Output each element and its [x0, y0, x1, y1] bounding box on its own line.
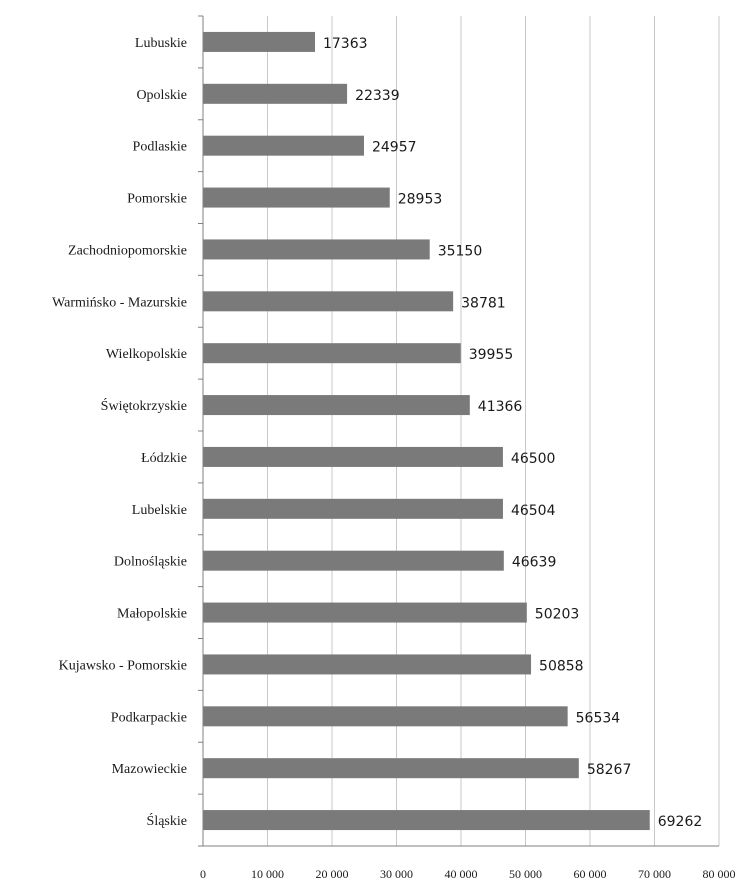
- category-label: Łódzkie: [141, 451, 187, 466]
- bar-7: [203, 395, 470, 416]
- value-label: 38781: [461, 295, 506, 311]
- bar-6: [203, 343, 461, 364]
- x-tick-label: 20 000: [316, 867, 349, 881]
- value-label: 50203: [535, 607, 580, 623]
- bar-4: [203, 239, 430, 260]
- category-labels: Lubuskie Opolskie Podlaskie Pomorskie Zachod…: [52, 36, 187, 829]
- category-label: Warmińsko - Mazurskie: [52, 295, 187, 310]
- value-label: 35150: [438, 243, 483, 259]
- value-label: 46504: [511, 503, 556, 519]
- value-label: 69262: [658, 814, 703, 830]
- bar-0: [203, 31, 315, 52]
- bar-15: [203, 810, 650, 831]
- value-label: 22339: [355, 88, 400, 104]
- x-tick-label: 0: [200, 867, 206, 881]
- category-label: Podkarpackie: [111, 710, 187, 725]
- bar-3: [203, 187, 390, 208]
- category-label: Pomorskie: [127, 192, 187, 207]
- bar-12: [203, 654, 532, 675]
- value-label: 41366: [478, 399, 523, 415]
- category-label: Kujawsko - Pomorskie: [59, 658, 187, 673]
- bars: [203, 31, 650, 831]
- value-label: 46500: [511, 451, 556, 467]
- category-label: Lubuskie: [135, 36, 187, 51]
- value-labels: 17363 22339 24957 28953 35150 38781 39955 41366…: [323, 36, 702, 830]
- bar-11: [203, 602, 527, 623]
- category-label: Świętokrzyskie: [101, 397, 187, 414]
- bar-5: [203, 291, 454, 312]
- value-label: 28953: [398, 192, 443, 208]
- x-tick-label: 30 000: [380, 867, 413, 881]
- bar-13: [203, 706, 568, 727]
- x-tick-label: 80 000: [703, 867, 736, 881]
- category-label: Wielkopolskie: [106, 347, 187, 362]
- bar-10: [203, 550, 504, 571]
- category-label: Mazowieckie: [112, 762, 187, 777]
- value-label: 17363: [323, 36, 368, 52]
- value-label: 50858: [539, 658, 584, 674]
- x-tick-label: 70 000: [638, 867, 671, 881]
- value-label: 39955: [469, 347, 514, 363]
- x-tick-label: 40 000: [445, 867, 478, 881]
- axes: [198, 15, 719, 847]
- bar-8: [203, 446, 503, 467]
- x-tick-label: 50 000: [509, 867, 542, 881]
- category-label: Śląskie: [147, 812, 187, 829]
- x-tick-labels: 0 10 000 20 000 30 000 40 000 50 000 60 000 70 …: [200, 867, 736, 881]
- x-tick-label: 10 000: [251, 867, 284, 881]
- bar-9: [203, 498, 503, 519]
- category-label: Dolnośląskie: [114, 555, 187, 570]
- bar-1: [203, 83, 348, 104]
- category-label: Opolskie: [136, 88, 187, 103]
- category-label: Małopolskie: [117, 607, 187, 622]
- x-tick-label: 60 000: [574, 867, 607, 881]
- bar-2: [203, 135, 364, 156]
- value-label: 24957: [372, 140, 417, 156]
- value-label: 58267: [587, 762, 632, 778]
- category-label: Podlaskie: [133, 140, 187, 155]
- bar-14: [203, 758, 579, 779]
- value-label: 56534: [576, 710, 621, 726]
- category-label: Zachodniopomorskie: [68, 243, 187, 258]
- category-label: Lubelskie: [132, 503, 187, 518]
- value-label: 46639: [512, 555, 557, 571]
